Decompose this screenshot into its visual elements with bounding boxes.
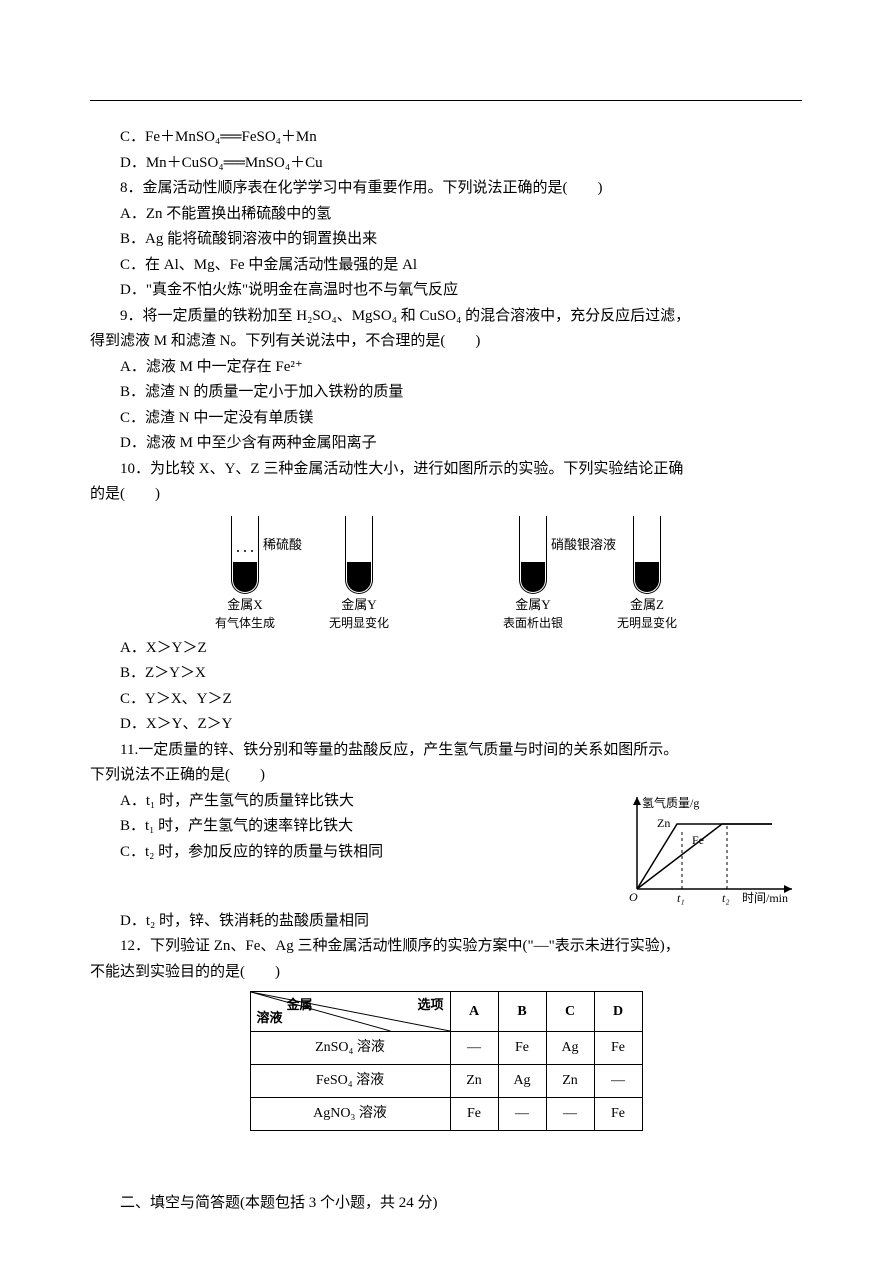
table-header-row: 选项 溶液 金属 A B C D (250, 992, 642, 1032)
q11-stem-line1: 11.一定质量的锌、铁分别和等量的盐酸反应，产生氢气质量与时间的关系如图所示。 (90, 738, 802, 764)
q11-stem-line2: 下列说法不正确的是( ) (90, 763, 802, 789)
q10-opt-d: D．X＞Y、Z＞Y (90, 712, 802, 738)
diag-bottomleft-label: 溶液 (257, 1007, 283, 1029)
cell: Ag (546, 1032, 594, 1065)
q10-tube-y2: 硝酸银溶液 金属Y 表面析出银 (491, 516, 575, 632)
q10-reagent-2: 硝酸银溶液 (551, 534, 616, 556)
q11-graph: 氢气质量/g Zn Fe O t₁ t₂ 时间/min (612, 789, 802, 909)
cell: Fe (450, 1098, 498, 1131)
q10-opt-b: B．Z＞Y＞X (90, 661, 802, 687)
q9-opt-d: D．滤液 M 中至少含有两种金属阳离子 (90, 431, 802, 457)
cell: Ag (498, 1065, 546, 1098)
q11-opt-b: B．t₁ 时，产生氢气的速率锌比铁大 (90, 814, 602, 840)
q10-tube-y1-name: 金属Y (341, 597, 376, 614)
graph-fe-label: Fe (692, 833, 704, 847)
graph-x-label: 时间/min (742, 891, 788, 905)
diag-header-cell: 选项 溶液 金属 (250, 992, 450, 1032)
q10-tube-y2-desc: 表面析出银 (503, 616, 563, 632)
section-2-heading: 二、填空与简答题(本题包括 3 个小题，共 24 分) (90, 1191, 802, 1217)
q10-tube-z-desc: 无明显变化 (617, 616, 677, 632)
q11-opt-d: D．t₂ 时，锌、铁消耗的盐酸质量相同 (90, 909, 802, 935)
cell: Fe (498, 1032, 546, 1065)
row-label: FeSO₄ 溶液 (250, 1065, 450, 1098)
cell: — (498, 1098, 546, 1131)
q10-reagent-1: 稀硫酸 (263, 534, 302, 556)
q8-opt-b: B．Ag 能将硫酸铜溶液中的铜置换出来 (90, 227, 802, 253)
row-label: ZnSO₄ 溶液 (250, 1032, 450, 1065)
q10-opt-c: C．Y＞X、Y＞Z (90, 687, 802, 713)
col-b: B (498, 992, 546, 1032)
q7-opt-d: D．Mn＋CuSO₄══MnSO₄＋Cu (90, 151, 802, 177)
graph-t1: t₁ (677, 891, 685, 905)
q10-tube-y2-name: 金属Y (515, 597, 550, 614)
q9-opt-a: A．滤液 M 中一定存在 Fe²⁺ (90, 355, 802, 381)
graph-t2: t₂ (722, 891, 730, 905)
q11-opt-a: A．t₁ 时，产生氢气的质量锌比铁大 (90, 789, 602, 815)
col-d: D (594, 992, 642, 1032)
q10-tube-x-name: 金属X (227, 597, 262, 614)
cell: — (594, 1065, 642, 1098)
q9-stem-line1: 9．将一定质量的铁粉加至 H₂SO₄、MgSO₄ 和 CuSO₄ 的混合溶液中，… (90, 304, 802, 330)
graph-origin: O (629, 890, 638, 904)
q8-opt-d: D．"真金不怕火炼"说明金在高温时也不与氧气反应 (90, 278, 802, 304)
q9-stem-line2: 得到滤液 M 和滤渣 N。下列有关说法中，不合理的是( ) (90, 329, 802, 355)
top-rule (90, 100, 802, 101)
q9-opt-c: C．滤渣 N 中一定没有单质镁 (90, 406, 802, 432)
q10-stem-line1: 10．为比较 X、Y、Z 三种金属活动性大小，进行如图所示的实验。下列实验结论正… (90, 457, 802, 483)
table-row: FeSO₄ 溶液 Zn Ag Zn — (250, 1065, 642, 1098)
q8-opt-c: C．在 Al、Mg、Fe 中金属活动性最强的是 Al (90, 253, 802, 279)
cell: — (450, 1032, 498, 1065)
diag-topright-label: 选项 (417, 994, 443, 1016)
diag-middle-label: 金属 (287, 994, 313, 1016)
q10-tube-y1-desc: 无明显变化 (329, 616, 389, 632)
q10-tube-x-desc: 有气体生成 (215, 616, 275, 632)
q10-pair-2: 硝酸银溶液 金属Y 表面析出银 金属Z 无明显变化 (491, 516, 689, 632)
q12-table: 选项 溶液 金属 A B C D ZnSO₄ 溶液 — Fe Ag Fe FeS… (250, 991, 643, 1130)
cell: Fe (594, 1098, 642, 1131)
q9-opt-b: B．滤渣 N 的质量一定小于加入铁粉的质量 (90, 380, 802, 406)
q11-opt-c: C．t₂ 时，参加反应的锌的质量与铁相同 (90, 840, 602, 866)
graph-y-label: 氢气质量/g (642, 795, 699, 810)
row-label: AgNO₃ 溶液 (250, 1098, 450, 1131)
table-row: AgNO₃ 溶液 Fe — — Fe (250, 1098, 642, 1131)
q10-tube-y1: 金属Y 无明显变化 (317, 516, 401, 632)
q10-tube-z-name: 金属Z (630, 597, 664, 614)
q8-stem: 8．金属活动性顺序表在化学学习中有重要作用。下列说法正确的是( ) (90, 176, 802, 202)
q10-tube-x: 稀硫酸 金属X 有气体生成 (203, 516, 287, 632)
table-row: ZnSO₄ 溶液 — Fe Ag Fe (250, 1032, 642, 1065)
q7-opt-c: C．Fe＋MnSO₄══FeSO₄＋Mn (90, 125, 802, 151)
cell: Zn (450, 1065, 498, 1098)
q8-opt-a: A．Zn 不能置换出稀硫酸中的氢 (90, 202, 802, 228)
col-a: A (450, 992, 498, 1032)
q10-diagram: 稀硫酸 金属X 有气体生成 金属Y 无明显变化 硝酸银溶液 金属Y 表面析出银 (90, 516, 802, 632)
q10-stem-line2: 的是( ) (90, 482, 802, 508)
col-c: C (546, 992, 594, 1032)
cell: Zn (546, 1065, 594, 1098)
q10-pair-1: 稀硫酸 金属X 有气体生成 金属Y 无明显变化 (203, 516, 401, 632)
graph-zn-label: Zn (657, 816, 670, 830)
q12-stem-line1: 12．下列验证 Zn、Fe、Ag 三种金属活动性顺序的实验方案中("—"表示未进… (90, 934, 802, 960)
q10-tube-z: 金属Z 无明显变化 (605, 516, 689, 632)
q12-stem-line2: 不能达到实验目的的是( ) (90, 960, 802, 986)
cell: Fe (594, 1032, 642, 1065)
q10-opt-a: A．X＞Y＞Z (90, 636, 802, 662)
cell: — (546, 1098, 594, 1131)
